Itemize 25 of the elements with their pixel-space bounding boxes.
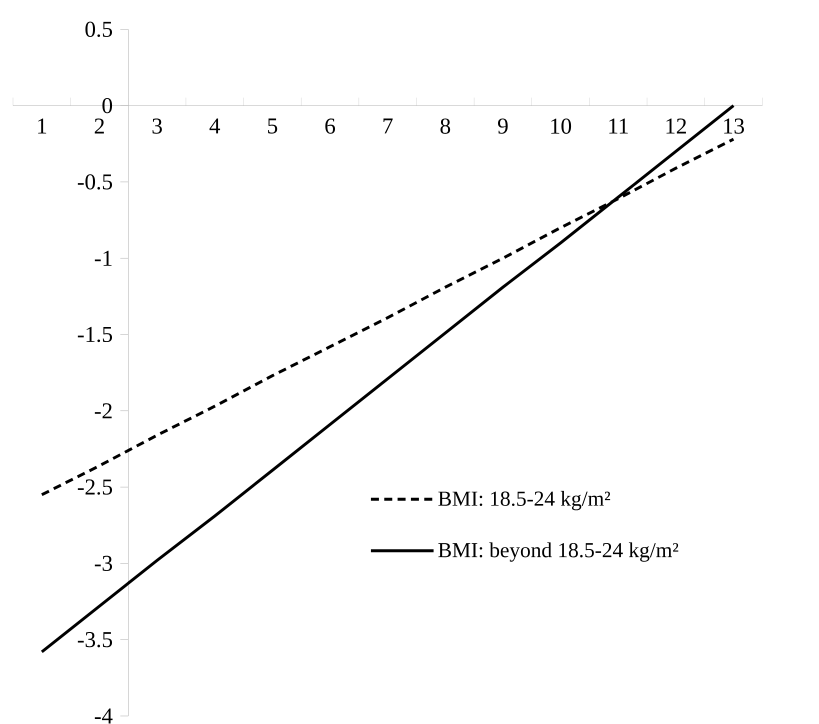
y-tick-label: -3: [94, 556, 112, 572]
y-tick-label: 0.5: [85, 22, 112, 38]
x-tick-label: 8: [440, 118, 450, 134]
y-tick-label: -2: [94, 403, 112, 418]
y-tick-label: -4: [94, 708, 113, 724]
x-tick-label: 11: [609, 118, 628, 134]
x-tick-label: 13: [724, 118, 744, 134]
y-tick-label: -1: [94, 250, 112, 266]
x-tick-label: 2: [94, 118, 104, 134]
y-tick-label: -2.5: [78, 479, 112, 495]
legend-label: BMI: 18.5-24 kg/m²: [438, 490, 610, 510]
legend-label: BMI: beyond 18.5-24 kg/m²: [438, 542, 678, 562]
x-tick-label: 5: [268, 118, 278, 134]
x-tick-label: 7: [383, 118, 393, 134]
y-tick-label: -0.5: [78, 174, 112, 190]
y-tick-label: -1.5: [78, 326, 112, 342]
y-tick-label: 0: [102, 98, 112, 114]
x-tick-label: 10: [551, 118, 572, 134]
x-tick-label: 9: [498, 118, 508, 134]
x-tick-label: 12: [666, 118, 686, 134]
x-tick-label: 4: [210, 118, 220, 134]
x-tick-label: 1: [38, 118, 46, 134]
x-tick-label: 6: [325, 118, 336, 134]
x-tick-label: 3: [152, 118, 162, 134]
y-tick-label: -3.5: [78, 632, 112, 648]
